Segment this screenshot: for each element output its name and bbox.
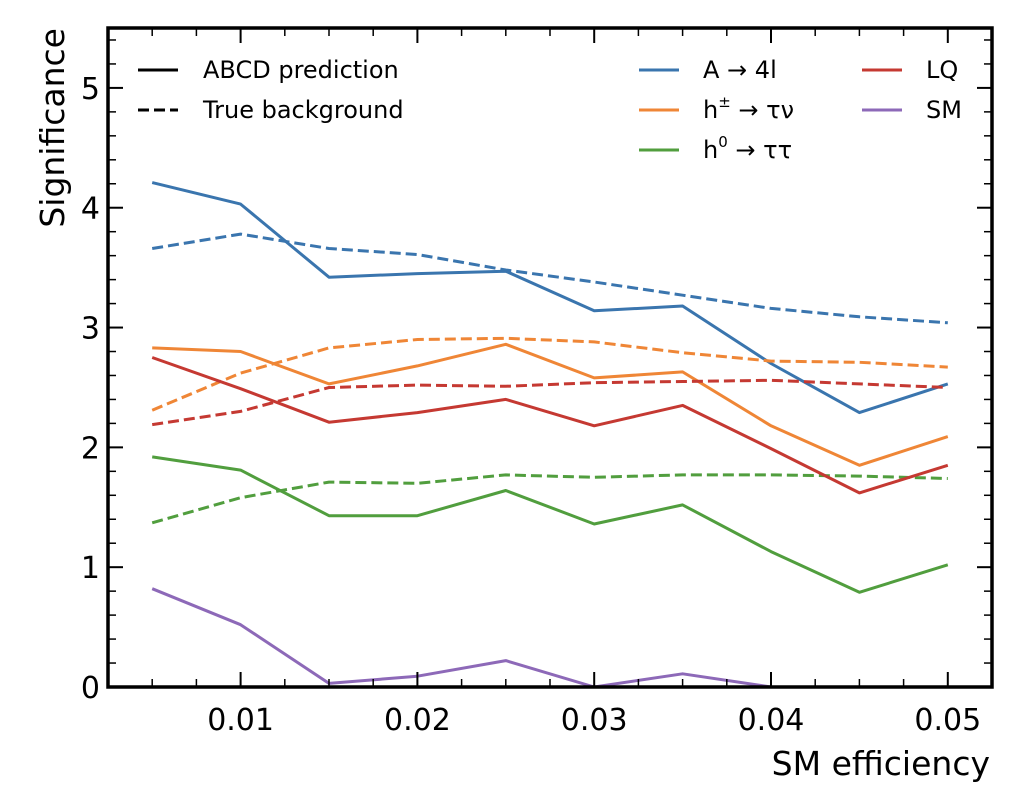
x-tick-label: 0.01 <box>207 703 274 738</box>
x-tick-label: 0.05 <box>914 703 981 738</box>
signal-legend-label-part: 4l <box>755 56 777 84</box>
series-line-4 <box>151 455 949 594</box>
signal-legend-label-part: → τν <box>731 96 794 124</box>
signal-legend-label: SM <box>926 96 962 124</box>
x-tick-label: 0.03 <box>561 703 628 738</box>
signal-legend-label-part: 0 <box>718 133 728 151</box>
series-line-6 <box>151 356 949 495</box>
signal-legend-label-part: ± <box>718 93 731 111</box>
series-line-3 <box>151 336 948 412</box>
x-axis-title: SM efficiency <box>772 744 990 783</box>
series-line-0 <box>151 181 949 415</box>
series-line-5 <box>151 473 948 525</box>
series-line-7 <box>151 378 948 427</box>
signal-legend-label-part: A <box>703 56 720 84</box>
signal-legend-label: h0 → ττ <box>703 133 792 164</box>
style-legend-label: True background <box>202 96 404 124</box>
series-line-2 <box>152 342 949 467</box>
series-line-1 <box>151 232 948 325</box>
y-axis-title: Significance <box>33 28 72 228</box>
tick-layer: 0.01 0.02 0.03 0.04 0.05 0 1 2 3 4 5 <box>81 28 993 738</box>
x-tick-label: 0.04 <box>738 703 805 738</box>
signal-legend-label: h± → τν <box>703 93 794 124</box>
y-tick-label: 0 <box>81 671 100 706</box>
series-line-8 <box>151 587 772 687</box>
x-tick-label: 0.02 <box>384 703 451 738</box>
signal-legend-label-part: h <box>703 136 718 164</box>
signal-legend-label-part: h <box>703 96 718 124</box>
signal-legend-label-part: → <box>719 56 754 84</box>
y-tick-label: 2 <box>81 431 100 466</box>
y-tick-label: 5 <box>81 72 100 107</box>
series-layer <box>151 181 949 687</box>
signal-legend-label: A → 4l <box>703 56 777 84</box>
signal-legend-label-part: → ττ <box>728 136 792 164</box>
signal-legend-label: LQ <box>926 56 958 84</box>
style-legend-label: ABCD prediction <box>203 56 399 84</box>
y-tick-label: 4 <box>81 192 100 227</box>
y-tick-label: 1 <box>81 551 100 586</box>
plot-frame <box>106 26 994 689</box>
y-tick-label: 3 <box>81 312 100 347</box>
